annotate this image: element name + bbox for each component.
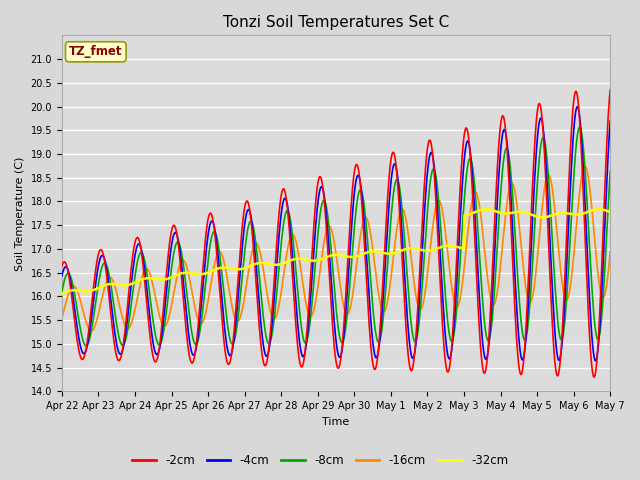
Text: TZ_fmet: TZ_fmet: [69, 45, 122, 58]
Title: Tonzi Soil Temperatures Set C: Tonzi Soil Temperatures Set C: [223, 15, 449, 30]
X-axis label: Time: Time: [323, 417, 349, 427]
Y-axis label: Soil Temperature (C): Soil Temperature (C): [15, 156, 25, 271]
Legend: -2cm, -4cm, -8cm, -16cm, -32cm: -2cm, -4cm, -8cm, -16cm, -32cm: [127, 449, 513, 472]
